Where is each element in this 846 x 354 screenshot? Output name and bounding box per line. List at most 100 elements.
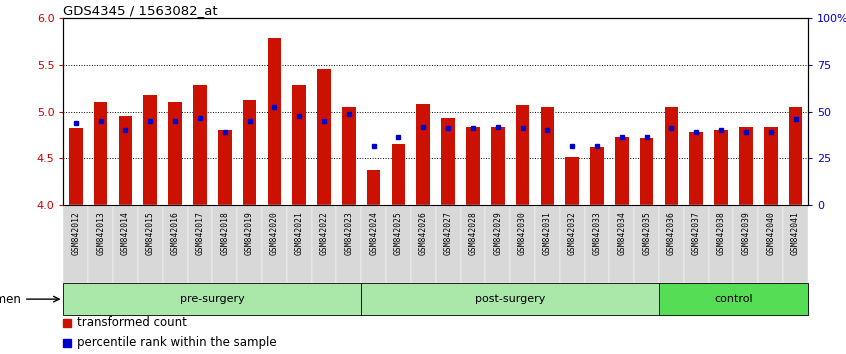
Bar: [267, 38, 281, 205]
Bar: [609, 205, 634, 283]
Text: GSM842015: GSM842015: [146, 212, 155, 256]
Bar: [788, 107, 802, 205]
Bar: [287, 205, 311, 283]
Bar: [585, 205, 609, 283]
Text: percentile rank within the sample: percentile rank within the sample: [77, 336, 277, 349]
Bar: [659, 205, 684, 283]
Bar: [138, 205, 162, 283]
Text: GSM842020: GSM842020: [270, 212, 279, 256]
Bar: [311, 205, 337, 283]
Text: GSM842012: GSM842012: [71, 212, 80, 256]
Text: GSM842035: GSM842035: [642, 212, 651, 256]
Text: specimen: specimen: [0, 293, 59, 306]
Bar: [237, 205, 262, 283]
Text: GDS4345 / 1563082_at: GDS4345 / 1563082_at: [63, 4, 218, 17]
Bar: [337, 205, 361, 283]
Text: GSM842029: GSM842029: [493, 212, 503, 256]
Bar: [466, 127, 480, 205]
Text: GSM842036: GSM842036: [667, 212, 676, 256]
Bar: [168, 102, 182, 205]
Bar: [218, 130, 232, 205]
Text: GSM842025: GSM842025: [394, 212, 403, 256]
Bar: [591, 147, 604, 205]
Text: GSM842032: GSM842032: [568, 212, 577, 256]
Bar: [640, 138, 653, 205]
Text: GSM842038: GSM842038: [717, 212, 726, 256]
Text: transformed count: transformed count: [77, 316, 187, 329]
Text: GSM842021: GSM842021: [294, 212, 304, 256]
Bar: [411, 205, 436, 283]
Text: control: control: [714, 294, 753, 304]
Text: GSM842024: GSM842024: [369, 212, 378, 256]
Bar: [733, 205, 758, 283]
Bar: [361, 283, 659, 315]
Bar: [516, 105, 530, 205]
Bar: [88, 205, 113, 283]
Bar: [659, 283, 808, 315]
Bar: [764, 127, 777, 205]
Text: GSM842018: GSM842018: [220, 212, 229, 256]
Text: GSM842028: GSM842028: [469, 212, 477, 256]
Text: post-surgery: post-surgery: [475, 294, 546, 304]
Bar: [193, 85, 206, 205]
Bar: [684, 205, 709, 283]
Bar: [342, 107, 355, 205]
Bar: [118, 116, 132, 205]
Text: GSM842027: GSM842027: [443, 212, 453, 256]
Text: GSM842037: GSM842037: [692, 212, 700, 256]
Bar: [262, 205, 287, 283]
Bar: [386, 205, 411, 283]
Bar: [634, 205, 659, 283]
Bar: [416, 104, 430, 205]
Bar: [783, 205, 808, 283]
Text: pre-surgery: pre-surgery: [180, 294, 244, 304]
Bar: [436, 205, 460, 283]
Bar: [317, 69, 331, 205]
Bar: [709, 205, 733, 283]
Bar: [144, 95, 157, 205]
Bar: [94, 102, 107, 205]
Bar: [188, 205, 212, 283]
Text: GSM842031: GSM842031: [543, 212, 552, 256]
Text: GSM842026: GSM842026: [419, 212, 428, 256]
Bar: [367, 170, 381, 205]
Bar: [113, 205, 138, 283]
Bar: [442, 118, 455, 205]
Text: GSM842014: GSM842014: [121, 212, 130, 256]
Text: GSM842016: GSM842016: [171, 212, 179, 256]
Text: GSM842030: GSM842030: [518, 212, 527, 256]
Bar: [63, 283, 361, 315]
Text: GSM842033: GSM842033: [592, 212, 602, 256]
Bar: [665, 107, 678, 205]
Bar: [739, 127, 753, 205]
Bar: [69, 129, 83, 205]
Bar: [689, 132, 703, 205]
Bar: [714, 130, 728, 205]
Bar: [541, 107, 554, 205]
Bar: [491, 127, 504, 205]
Bar: [293, 85, 306, 205]
Bar: [63, 205, 88, 283]
Bar: [212, 205, 237, 283]
Bar: [361, 205, 386, 283]
Bar: [615, 137, 629, 205]
Bar: [535, 205, 560, 283]
Bar: [486, 205, 510, 283]
Bar: [460, 205, 486, 283]
Bar: [243, 100, 256, 205]
Text: GSM842017: GSM842017: [195, 212, 205, 256]
Text: GSM842023: GSM842023: [344, 212, 354, 256]
Bar: [758, 205, 783, 283]
Text: GSM842019: GSM842019: [245, 212, 254, 256]
Bar: [560, 205, 585, 283]
Bar: [565, 156, 579, 205]
Text: GSM842040: GSM842040: [766, 212, 775, 256]
Bar: [510, 205, 535, 283]
Bar: [162, 205, 188, 283]
Text: GSM842013: GSM842013: [96, 212, 105, 256]
Text: GSM842022: GSM842022: [320, 212, 328, 256]
Bar: [392, 144, 405, 205]
Text: GSM842039: GSM842039: [741, 212, 750, 256]
Text: GSM842041: GSM842041: [791, 212, 800, 256]
Text: GSM842034: GSM842034: [618, 212, 626, 256]
